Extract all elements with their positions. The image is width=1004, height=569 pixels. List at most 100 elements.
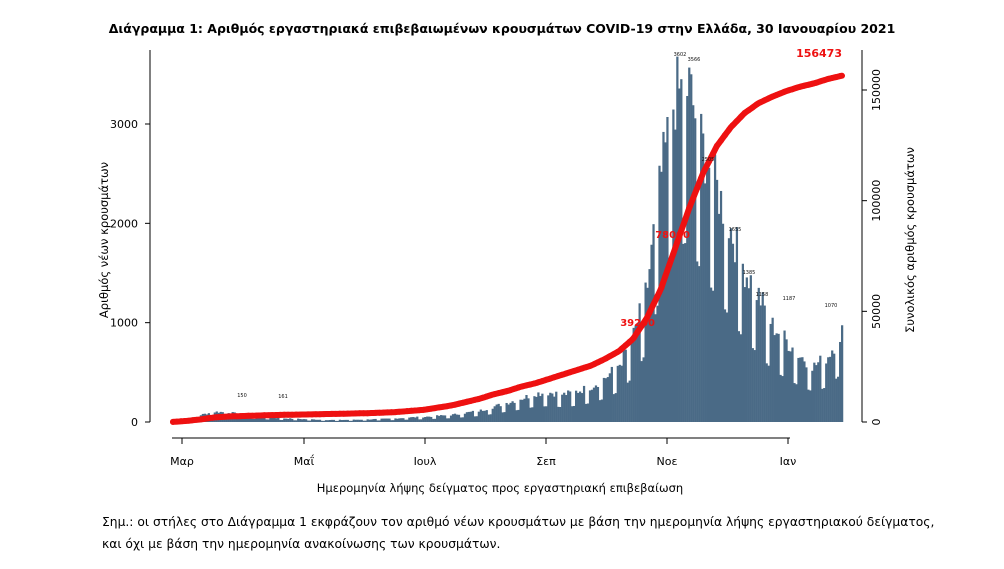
bar-day-114 bbox=[398, 418, 401, 422]
bar-day-189 bbox=[547, 395, 550, 422]
bar-day-212 bbox=[592, 387, 596, 422]
bar-day-52 bbox=[275, 418, 278, 422]
bar-day-42 bbox=[255, 416, 258, 422]
bar-day-66 bbox=[303, 419, 306, 422]
bar-day-197 bbox=[563, 392, 566, 422]
bar-day-139 bbox=[447, 418, 451, 422]
bar-day-330 bbox=[827, 357, 830, 422]
bar-day-306 bbox=[779, 374, 782, 422]
annotation-1070: 1070 bbox=[825, 303, 838, 309]
bar-day-135 bbox=[440, 415, 443, 422]
cumulative-point-232 bbox=[630, 335, 637, 342]
bar-day-49 bbox=[269, 417, 272, 422]
bar-day-214 bbox=[596, 386, 600, 422]
bar-day-172 bbox=[513, 402, 516, 422]
bar-day-96 bbox=[362, 420, 365, 422]
bar-day-88 bbox=[346, 419, 349, 422]
annotation-3566: 3566 bbox=[688, 57, 701, 63]
bar-day-134 bbox=[438, 415, 441, 422]
bar-day-211 bbox=[590, 389, 594, 422]
bar-day-122 bbox=[414, 417, 417, 422]
bar-day-147 bbox=[463, 413, 467, 422]
bar-day-308 bbox=[783, 330, 786, 422]
bar-day-234 bbox=[636, 323, 639, 422]
bar-day-312 bbox=[791, 347, 794, 422]
bar-day-236 bbox=[640, 361, 643, 422]
bar-day-216 bbox=[600, 399, 604, 422]
bar-day-199 bbox=[567, 390, 570, 422]
bar-day-186 bbox=[541, 393, 544, 422]
bar-day-261 bbox=[690, 74, 693, 422]
cumulative-point-242 bbox=[650, 301, 657, 308]
bar-day-292 bbox=[751, 348, 754, 422]
bar-day-328 bbox=[823, 388, 826, 422]
bar-day-230 bbox=[628, 380, 631, 422]
bar-day-194 bbox=[557, 406, 560, 422]
bar-day-41 bbox=[253, 418, 256, 422]
bar-day-316 bbox=[799, 357, 802, 422]
bar-day-173 bbox=[515, 410, 518, 422]
bar-day-253 bbox=[674, 129, 677, 422]
bar-day-334 bbox=[835, 378, 838, 422]
bar-day-167 bbox=[503, 412, 506, 422]
bar-day-85 bbox=[340, 420, 343, 422]
bar-day-163 bbox=[495, 404, 498, 422]
bar-day-72 bbox=[314, 419, 318, 422]
bar-day-220 bbox=[608, 373, 611, 422]
bar-day-256 bbox=[680, 79, 683, 422]
bar-day-65 bbox=[301, 419, 304, 422]
bar-day-128 bbox=[426, 416, 429, 422]
bar-day-258 bbox=[684, 243, 687, 422]
bar-day-176 bbox=[521, 399, 524, 422]
bar-day-169 bbox=[507, 404, 510, 422]
bar-day-107 bbox=[384, 418, 387, 422]
bar-day-264 bbox=[696, 261, 699, 422]
x-tick-label-1: Μαΐ bbox=[294, 454, 315, 468]
bar-day-309 bbox=[785, 339, 788, 422]
bar-day-93 bbox=[356, 419, 359, 422]
cumulative-point-268 bbox=[702, 166, 708, 173]
cumulative-point-258 bbox=[682, 216, 689, 223]
bar-day-112 bbox=[394, 418, 397, 422]
bar-day-321 bbox=[809, 390, 812, 422]
bar-day-295 bbox=[757, 287, 760, 422]
bar-day-275 bbox=[717, 213, 721, 422]
cumulative-point-266 bbox=[698, 175, 705, 182]
bar-day-335 bbox=[837, 376, 840, 422]
bar-day-294 bbox=[755, 300, 758, 422]
bar-day-210 bbox=[588, 390, 592, 422]
bar-day-263 bbox=[694, 118, 697, 422]
cumulative-point-256 bbox=[678, 227, 685, 234]
bar-day-48 bbox=[267, 419, 270, 422]
bar-day-282 bbox=[731, 243, 735, 422]
bar-day-291 bbox=[749, 275, 752, 422]
cumulative-point-264 bbox=[694, 185, 701, 192]
bar-day-125 bbox=[420, 419, 423, 422]
bar-day-100 bbox=[370, 419, 373, 422]
bar-day-217 bbox=[602, 377, 606, 422]
bar-day-149 bbox=[467, 411, 471, 422]
cumulative-point-240 bbox=[646, 309, 653, 316]
y2-tick-label-100000: 100000 bbox=[870, 180, 883, 222]
bar-day-121 bbox=[412, 417, 415, 422]
bar-day-300 bbox=[767, 365, 770, 422]
bar-day-126 bbox=[422, 417, 425, 422]
bar-day-273 bbox=[713, 154, 717, 422]
bar-day-267 bbox=[702, 133, 705, 423]
bar-day-188 bbox=[545, 406, 548, 422]
cumulative-point-250 bbox=[666, 262, 673, 268]
bar-day-150 bbox=[469, 411, 473, 422]
bar-day-84 bbox=[338, 419, 341, 422]
bar-day-226 bbox=[620, 365, 623, 422]
bar-day-56 bbox=[283, 418, 286, 422]
cumulative-point-336 bbox=[837, 73, 843, 80]
bar-day-68 bbox=[306, 420, 310, 422]
bar-day-209 bbox=[586, 403, 590, 422]
bar-day-50 bbox=[271, 417, 274, 422]
bar-day-79 bbox=[328, 420, 332, 422]
bar-day-274 bbox=[715, 179, 719, 422]
cumulative-point-272 bbox=[710, 150, 716, 157]
bar-day-196 bbox=[561, 394, 564, 422]
bar-day-232 bbox=[632, 327, 635, 422]
bar-day-161 bbox=[491, 408, 494, 422]
